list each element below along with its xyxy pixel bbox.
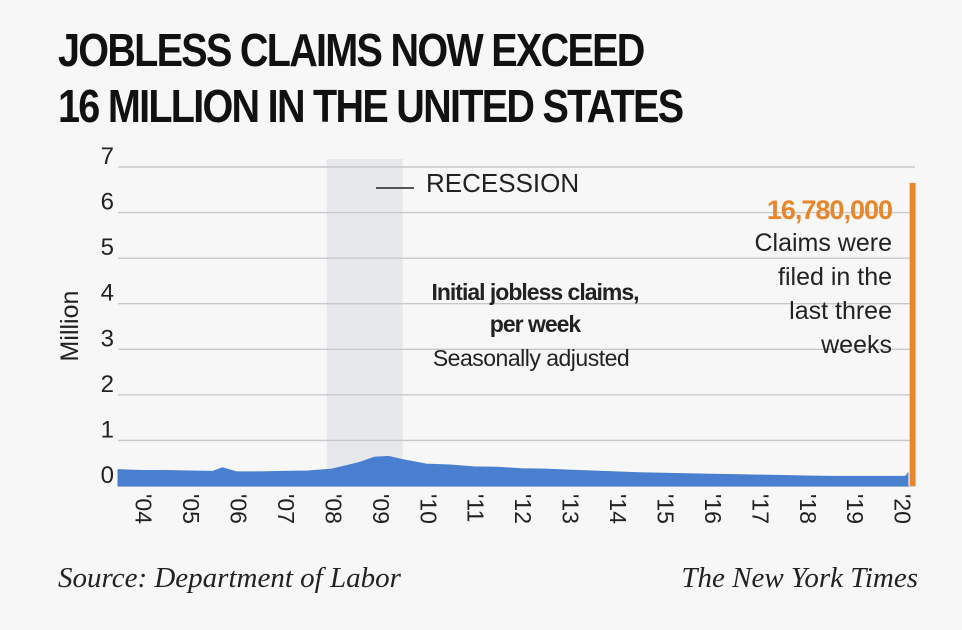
spike-note-line-3: last three [789, 297, 892, 325]
grid-layer [118, 166, 915, 487]
annotation-bold-2: per week [490, 311, 582, 337]
y-tick-label-2: 2 [101, 371, 114, 398]
claims-area [117, 455, 909, 487]
x-tick-layer: '04 '05 '06 '07 '08 '09 '10 '11 '12 '13 '14 '15 '16 '… [131, 494, 916, 524]
x-tick-label-15: '15 [653, 494, 679, 524]
x-tick-label-06: '06 [226, 494, 252, 524]
x-tick-label-14: '14 [605, 494, 631, 524]
y-tick-label-5: 5 [101, 234, 114, 261]
x-tick-label-10: '10 [415, 494, 441, 524]
recession-band [326, 159, 403, 486]
spike-note-line-4: weeks [820, 331, 892, 359]
x-tick-label-07: '07 [273, 494, 299, 524]
x-tick-label-19: '19 [842, 494, 868, 524]
x-tick-label-08: '08 [320, 494, 346, 524]
chart-title-line-1: JOBLESS CLAIMS NOW EXCEED [58, 24, 645, 76]
spike-note-line-1: Claims were [754, 229, 892, 257]
spike-note-line-2: filed in the [778, 263, 892, 291]
x-tick-label-13: '13 [558, 494, 584, 524]
recession-label: RECESSION [426, 168, 579, 198]
x-tick-label-16: '16 [700, 494, 726, 524]
y-tick-label-4: 4 [101, 280, 114, 307]
annotation-bold-1: Initial jobless claims, [431, 279, 638, 305]
x-tick-label-05: '05 [178, 494, 204, 524]
credit-logo: The New York Times [681, 562, 918, 594]
x-tick-label-09: '09 [368, 494, 394, 524]
y-tick-label-7: 7 [101, 143, 114, 170]
area-layer [117, 182, 916, 487]
x-tick-label-20: '20 [890, 494, 916, 524]
source-note: Source: Department of Labor [58, 562, 401, 594]
y-tick-label-6: 6 [101, 189, 114, 216]
x-tick-label-12: '12 [510, 494, 536, 524]
claims-spike-2020 [909, 182, 916, 486]
chart-title: JOBLESS CLAIMS NOW EXCEED 16 MILLION IN … [58, 22, 684, 134]
y-tick-label-1: 1 [101, 416, 114, 443]
y-tick-layer: 0 1 2 3 4 5 6 7 [101, 143, 114, 489]
x-tick-label-18: '18 [795, 494, 821, 524]
annotation-note: Seasonally adjusted [433, 345, 629, 371]
x-tick-label-17: '17 [747, 494, 773, 524]
y-tick-label-3: 3 [101, 325, 114, 352]
recession-band-layer [326, 159, 403, 486]
y-axis-label: Million [56, 291, 84, 362]
x-tick-label-11: '11 [463, 494, 489, 522]
spike-value-label: 16,780,000 [767, 195, 892, 225]
x-tick-label-04: '04 [131, 494, 157, 524]
chart-title-line-2: 16 MILLION IN THE UNITED STATES [58, 80, 684, 132]
y-tick-label-0: 0 [101, 462, 114, 489]
